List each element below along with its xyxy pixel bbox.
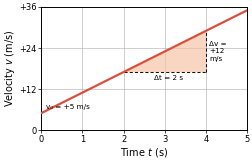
Text: Δt = 2 s: Δt = 2 s [154, 75, 183, 81]
Polygon shape [123, 31, 205, 72]
X-axis label: Time $\it{t}$ (s): Time $\it{t}$ (s) [120, 145, 168, 159]
Text: Δv =
+12
m/s: Δv = +12 m/s [208, 41, 226, 62]
Text: v₀ = +5 m/s: v₀ = +5 m/s [46, 104, 90, 110]
Y-axis label: Velocity $\it{v}$ (m/s): Velocity $\it{v}$ (m/s) [4, 30, 17, 107]
